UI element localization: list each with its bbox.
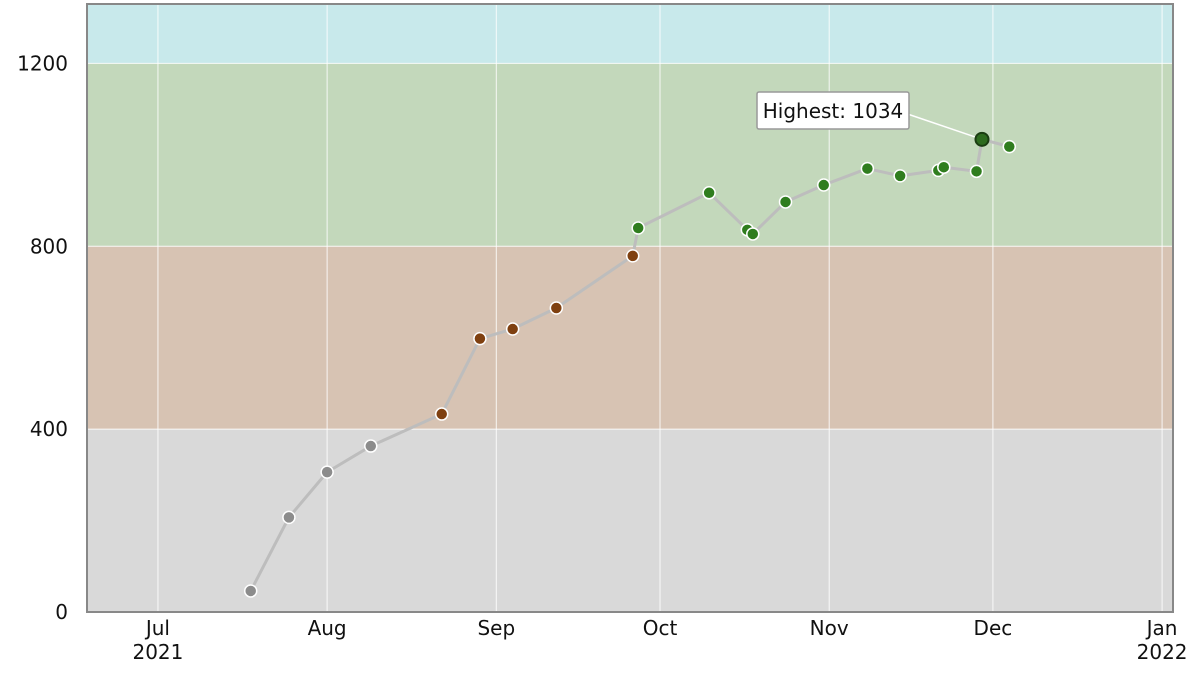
band-3 [87, 4, 1173, 64]
annotation-box [756, 91, 910, 130]
x-tick-label-3: Oct [643, 616, 678, 640]
data-point-10[interactable] [702, 186, 716, 200]
data-point-8[interactable] [625, 249, 640, 263]
data-point-7[interactable] [549, 301, 564, 315]
y-tick-label-0: 0 [55, 600, 68, 624]
x-tick-label-4: Nov [810, 616, 849, 640]
data-point-12[interactable] [746, 227, 760, 241]
data-point-20[interactable] [974, 131, 990, 147]
data-point-15[interactable] [860, 161, 875, 176]
band-1 [87, 246, 1173, 430]
data-point-4[interactable] [434, 407, 449, 421]
annotation-leader-line [908, 113, 983, 141]
annotation-label: Highest: 1034 [763, 99, 904, 123]
band-2 [87, 63, 1173, 247]
data-point-19[interactable] [969, 164, 984, 179]
y-tick-label-3: 1200 [17, 51, 68, 75]
data-point-0[interactable] [243, 584, 258, 598]
data-point-5[interactable] [473, 331, 487, 346]
data-point-3[interactable] [364, 439, 378, 453]
band-0 [87, 429, 1173, 612]
x-tick-year-0: 2021 [132, 640, 183, 664]
y-tick-label-1: 400 [30, 417, 68, 441]
data-point-16[interactable] [893, 169, 907, 183]
x-tick-year-6: 2022 [1137, 640, 1188, 664]
x-tick-label-0: Jul [144, 616, 170, 640]
data-point-18[interactable] [937, 160, 951, 174]
plot-frame [86, 3, 1174, 613]
x-tick-label-6: Jan [1145, 616, 1178, 640]
data-point-21[interactable] [1002, 139, 1017, 154]
data-point-14[interactable] [816, 178, 831, 192]
data-point-6[interactable] [505, 322, 520, 336]
data-point-13[interactable] [778, 195, 793, 209]
y-tick-label-2: 800 [30, 234, 68, 258]
x-tick-label-2: Sep [477, 616, 515, 640]
x-tick-label-5: Dec [974, 616, 1013, 640]
data-point-1[interactable] [282, 510, 296, 525]
x-tick-label-1: Aug [308, 616, 347, 640]
data-point-2[interactable] [320, 465, 334, 479]
data-point-9[interactable] [631, 221, 645, 235]
